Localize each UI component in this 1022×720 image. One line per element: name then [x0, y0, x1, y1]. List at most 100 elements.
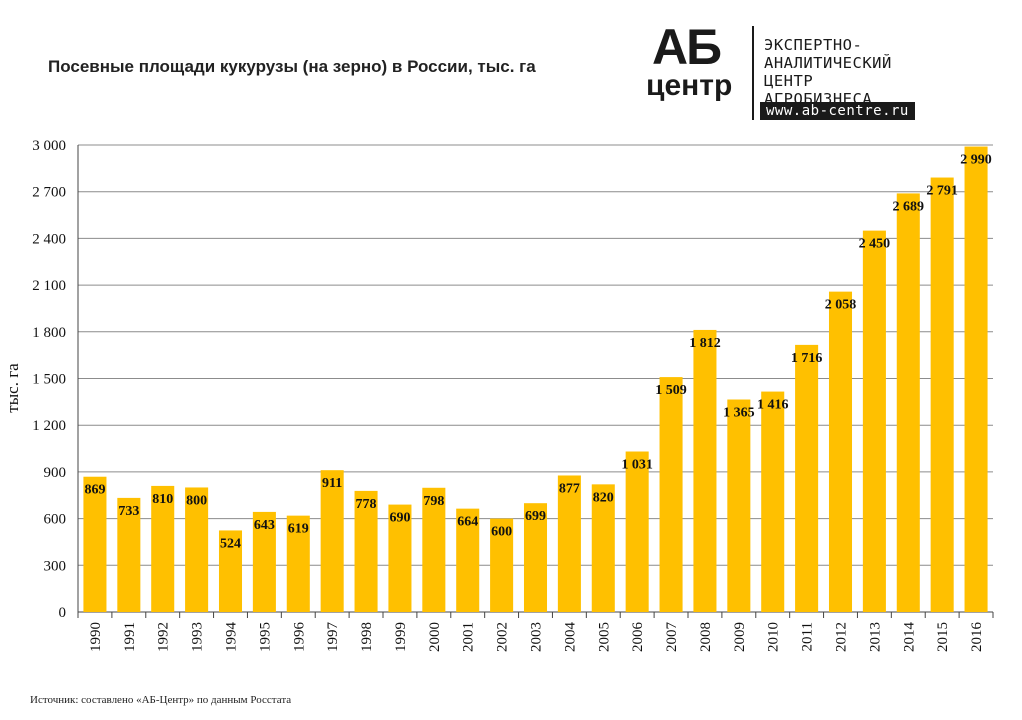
y-tick-label: 600: [44, 512, 67, 528]
bar: [490, 518, 514, 612]
x-tick-label: 2008: [698, 622, 714, 652]
bar: [625, 451, 649, 612]
y-tick-label: 300: [44, 558, 67, 574]
bar: [523, 503, 548, 612]
logo-line-2: АНАЛИТИЧЕСКИЙ: [764, 54, 892, 72]
data-label: 911: [322, 476, 342, 491]
data-label: 798: [423, 494, 444, 509]
data-label: 2 450: [859, 237, 891, 252]
x-tick-label: 2012: [834, 622, 850, 652]
x-tick-label: 2002: [495, 622, 511, 652]
logo-ab-text: АБ: [652, 19, 722, 75]
logo-divider: [752, 26, 754, 120]
bar: [117, 497, 141, 612]
x-tick-label: 1992: [156, 622, 172, 652]
data-label: 699: [525, 509, 546, 524]
x-tick-label: 2009: [732, 622, 748, 652]
data-label: 1 509: [655, 383, 687, 398]
data-label: 800: [186, 493, 207, 508]
bar: [795, 344, 819, 612]
data-label: 643: [254, 518, 275, 533]
bar: [286, 515, 310, 612]
data-label: 2 058: [825, 298, 857, 313]
bar: [896, 193, 920, 612]
bar: [252, 511, 276, 612]
bar: [388, 504, 412, 612]
bar: [862, 230, 886, 612]
bar: [422, 487, 446, 612]
data-label: 877: [559, 481, 580, 496]
x-tick-label: 1996: [291, 622, 307, 653]
x-tick-label: 2013: [867, 622, 883, 652]
data-label: 1 031: [621, 458, 653, 473]
data-label: 524: [220, 536, 241, 551]
bar: [930, 177, 954, 612]
data-label: 1 416: [757, 398, 789, 413]
x-tick-label: 1995: [257, 622, 273, 652]
logo-line-1: ЭКСПЕРТНО-: [764, 36, 863, 54]
data-label: 810: [152, 492, 173, 507]
x-tick-label: 1993: [190, 622, 206, 652]
data-label: 664: [457, 515, 478, 530]
x-tick-label: 2015: [935, 622, 951, 652]
data-label: 2 689: [893, 199, 925, 214]
y-tick-label: 1 800: [32, 325, 66, 341]
data-label: 778: [356, 497, 377, 512]
bar: [151, 485, 175, 612]
x-tick-label: 2006: [630, 622, 646, 653]
data-label: 1 716: [791, 351, 823, 366]
y-tick-label: 3 000: [32, 138, 66, 154]
x-tick-label: 1998: [359, 622, 375, 652]
logo-lines: ЭКСПЕРТНО- АНАЛИТИЧЕСКИЙ ЦЕНТР АГРОБИЗНЕ…: [764, 36, 892, 108]
x-tick-label: 2014: [901, 622, 917, 653]
bar: [727, 399, 751, 612]
bar: [185, 487, 209, 612]
data-label: 869: [84, 483, 105, 498]
data-label: 733: [118, 504, 139, 519]
data-label: 1 365: [723, 406, 755, 421]
chart-title: Посевные площади кукурузы (на зерно) в Р…: [48, 57, 536, 76]
y-tick-label: 900: [44, 465, 67, 481]
y-axis-label: тыс. га: [3, 363, 22, 413]
x-tick-label: 2005: [596, 622, 612, 652]
bar: [320, 470, 344, 612]
data-label: 619: [288, 522, 309, 537]
data-label: 2 791: [926, 184, 958, 199]
x-tick-label: 2000: [427, 622, 443, 652]
bar: [218, 530, 243, 612]
x-tick-label: 2010: [766, 622, 782, 652]
data-label: 600: [491, 525, 512, 540]
bar: [828, 291, 853, 612]
x-tick-label: 1999: [393, 622, 409, 652]
x-tick-label: 2016: [969, 622, 985, 653]
y-tick-label: 1 500: [32, 372, 66, 388]
bar: [761, 391, 785, 612]
logo-centr-text: центр: [646, 69, 733, 102]
x-tick-label: 2003: [529, 622, 545, 652]
y-tick-label: 2 700: [32, 185, 66, 201]
x-tick-label: 1997: [325, 622, 341, 653]
logo-line-3: ЦЕНТР: [764, 72, 814, 90]
x-tick-label: 1990: [88, 622, 104, 652]
y-tick-label: 0: [59, 605, 67, 621]
bar: [557, 475, 581, 612]
data-label: 1 812: [689, 336, 721, 351]
x-tick-label: 2001: [461, 622, 477, 652]
bar: [591, 484, 615, 612]
data-label: 690: [389, 511, 410, 526]
ab-centre-logo: АБ центр ЭКСПЕРТНО- АНАЛИТИЧЕСКИЙ ЦЕНТР …: [642, 22, 942, 122]
x-tick-label: 1994: [224, 622, 240, 653]
bar: [354, 490, 378, 612]
data-label: 2 990: [960, 153, 992, 168]
x-tick-label: 1991: [122, 622, 138, 652]
bar: [964, 146, 988, 612]
bar: [659, 377, 683, 612]
y-tick-label: 1 200: [32, 418, 66, 434]
logo-url: www.ab-centre.ru: [760, 102, 915, 120]
x-tick-label: 2011: [800, 622, 816, 651]
data-label: 820: [593, 490, 614, 505]
bar: [456, 508, 480, 612]
bar: [83, 476, 107, 612]
x-tick-label: 2004: [562, 622, 578, 653]
y-tick-label: 2 100: [32, 278, 66, 294]
